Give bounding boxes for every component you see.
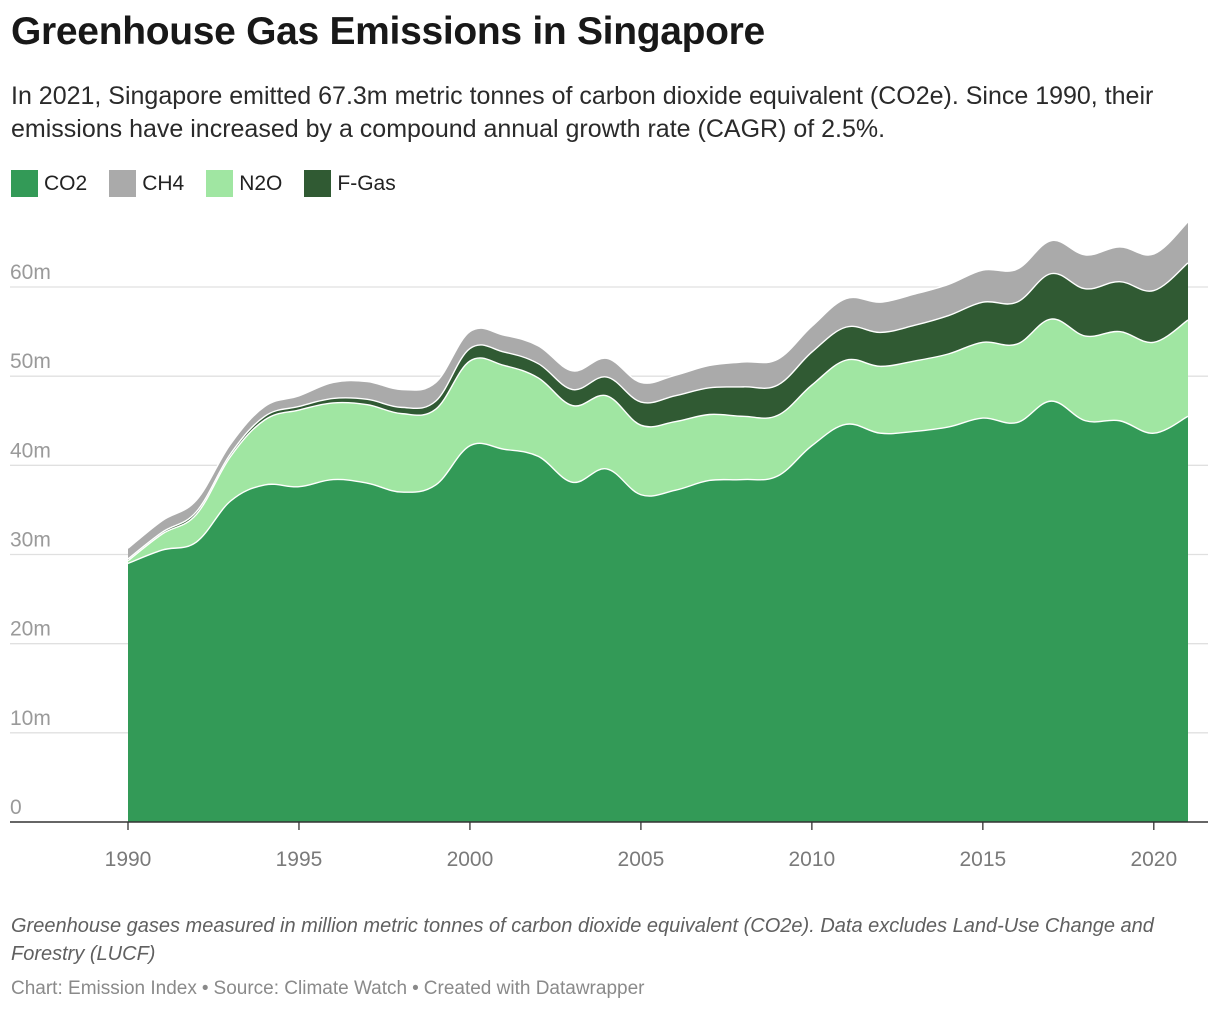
- y-tick-label: 10m: [10, 707, 51, 730]
- area-f-gas: [128, 262, 1188, 561]
- series-line-n2o: [127, 318, 1189, 562]
- area-co2: [128, 401, 1188, 822]
- x-tick-label: 2000: [447, 848, 494, 871]
- legend-swatch-fgas: [304, 170, 332, 197]
- area-ch4: [128, 221, 1188, 559]
- separator: •: [201, 978, 209, 999]
- created-credit: Created with Datawrapper: [423, 978, 645, 999]
- x-tick-label: 2010: [789, 848, 836, 871]
- credits-line: Chart: Emission Index • Source: Climate Wa…: [11, 978, 644, 1000]
- legend-item-co2: CO2: [11, 170, 87, 197]
- area-layer: [127, 221, 1189, 822]
- legend-swatch-ch4: [109, 170, 137, 197]
- y-tick-label: 0: [10, 796, 22, 819]
- series-line-ch4: [127, 221, 1189, 549]
- y-tick-label: 50m: [10, 350, 51, 373]
- x-tick-label: 1990: [105, 848, 152, 871]
- x-tick-label: 2015: [959, 848, 1006, 871]
- legend-label-co2: CO2: [44, 171, 88, 195]
- series-line-f-gas: [127, 262, 1189, 560]
- legend: CO2 CH4 N2O F-Gas: [11, 170, 418, 197]
- legend-item-ch4: CH4: [109, 170, 184, 197]
- separator: •: [412, 978, 419, 999]
- x-tick-label: 1995: [276, 848, 323, 871]
- axis-layer: 0 10m 20m 30m 40m 50m 60m 1990 1995 2000 2005 2010 2…: [10, 261, 1208, 871]
- legend-swatch-co2: [11, 170, 38, 197]
- legend-label-ch4: CH4: [142, 171, 185, 195]
- legend-item-fgas: F-Gas: [304, 170, 396, 197]
- legend-label-fgas: F-Gas: [337, 171, 396, 195]
- x-tick-label: 2005: [618, 848, 665, 871]
- y-tick-label: 60m: [10, 261, 51, 284]
- footnote: Greenhouse gases measured in million met…: [11, 915, 1154, 965]
- chart-title: Greenhouse Gas Emissions in Singapore: [11, 10, 765, 53]
- legend-label-n2o: N2O: [239, 171, 283, 195]
- x-tick-label: 2020: [1130, 848, 1177, 871]
- legend-item-n2o: N2O: [206, 170, 282, 197]
- y-tick-label: 40m: [10, 439, 51, 462]
- area-n2o: [128, 319, 1188, 564]
- y-tick-label: 30m: [10, 529, 51, 552]
- source-credit: Source: Climate Watch: [213, 978, 408, 999]
- legend-swatch-n2o: [206, 170, 234, 197]
- chart-credit: Chart: Emission Index: [11, 978, 197, 999]
- series-line-co2: [127, 400, 1189, 565]
- chart-subtitle: In 2021, Singapore emitted 67.3m metric …: [11, 82, 1154, 143]
- y-tick-label: 20m: [10, 618, 51, 641]
